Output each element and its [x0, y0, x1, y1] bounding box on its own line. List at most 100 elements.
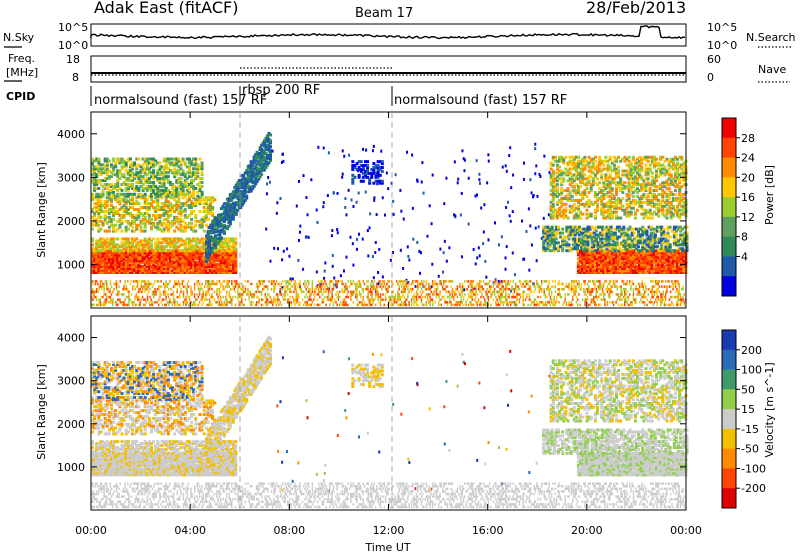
data-cell	[296, 204, 298, 207]
data-cell	[457, 181, 459, 184]
data-cell	[332, 265, 334, 268]
data-cell	[617, 166, 620, 169]
data-cell	[194, 158, 197, 161]
data-cell	[97, 158, 100, 161]
data-cell	[382, 196, 384, 199]
data-cell	[201, 171, 204, 174]
data-cell	[127, 228, 130, 231]
data-cell	[543, 217, 545, 220]
data-cell	[505, 206, 507, 209]
data-cell	[269, 139, 272, 142]
data-cell	[390, 259, 392, 262]
data-cell	[463, 288, 465, 291]
data-cell	[353, 176, 356, 179]
data-cell	[579, 185, 582, 188]
data-cell	[377, 282, 379, 285]
data-cell	[457, 178, 459, 181]
data-cell	[281, 258, 283, 261]
data-cell	[621, 197, 624, 200]
data-cell	[509, 214, 511, 217]
data-cell	[640, 175, 643, 178]
data-cell	[419, 272, 421, 275]
data-cell	[362, 238, 364, 241]
data-cell	[116, 237, 119, 240]
data-cell	[561, 247, 564, 250]
data-cell	[564, 207, 567, 210]
data-cell	[634, 217, 637, 220]
data-cell	[121, 189, 124, 192]
data-cell	[531, 191, 533, 194]
data-cell	[352, 264, 354, 267]
data-cell	[615, 211, 618, 214]
data-cell	[288, 255, 290, 258]
data-cell	[617, 156, 620, 159]
data-cell	[395, 173, 397, 176]
data-cell	[334, 283, 336, 286]
data-cell	[99, 228, 102, 231]
data-cell	[585, 195, 588, 198]
data-cell	[567, 187, 570, 190]
data-cell	[651, 171, 654, 174]
data-cell	[148, 214, 151, 217]
data-cell	[461, 192, 463, 195]
data-cell	[501, 235, 503, 238]
data-cell	[345, 213, 347, 216]
data-cell	[345, 256, 347, 259]
data-cell	[351, 198, 353, 201]
data-cell	[106, 204, 109, 207]
freq-right-tick-top: 60	[707, 53, 721, 66]
data-cell	[360, 160, 363, 163]
data-cell	[379, 174, 382, 177]
noise-right-tick-bottom: 10^0	[707, 39, 737, 52]
data-cell	[350, 236, 352, 239]
data-cell	[567, 243, 570, 246]
data-cell	[600, 173, 603, 176]
freq-left-label: Freq.	[8, 52, 35, 65]
data-cell	[529, 224, 531, 227]
data-cell	[337, 192, 339, 195]
data-cell	[260, 173, 263, 176]
data-cell	[454, 160, 456, 163]
data-cell	[367, 254, 369, 257]
data-cell	[365, 149, 367, 152]
data-cell	[265, 228, 267, 231]
data-cell	[510, 186, 512, 189]
data-cell	[340, 274, 342, 277]
data-cell	[344, 206, 346, 209]
data-cell	[619, 217, 622, 220]
data-cell	[316, 221, 318, 224]
data-cell	[551, 226, 554, 229]
data-cell	[478, 173, 480, 176]
data-cell	[211, 206, 214, 209]
data-cell	[585, 187, 588, 190]
noise-right-tick-top: 10^5	[707, 21, 737, 34]
data-cell	[621, 205, 624, 208]
data-cell	[468, 223, 470, 226]
cpid-segment-2: rbsp 200 RF	[242, 83, 320, 98]
data-cell	[358, 233, 360, 236]
data-cell	[442, 271, 444, 274]
data-cell	[577, 156, 580, 159]
data-cell	[661, 156, 664, 159]
cpid-segment-3: normalsound (fast) 157 RF	[394, 93, 567, 108]
data-cell	[421, 181, 423, 184]
data-cell	[201, 177, 204, 180]
station-title: Adak East (fitACF)	[94, 0, 238, 17]
data-cell	[556, 183, 559, 186]
data-cell	[538, 225, 540, 228]
data-cell	[536, 259, 538, 262]
data-cell	[362, 180, 365, 183]
data-cell	[247, 184, 250, 187]
data-cell	[561, 228, 564, 231]
data-cell	[198, 210, 201, 213]
data-cell	[196, 195, 199, 198]
data-cell	[348, 154, 350, 157]
data-cell	[609, 166, 612, 169]
data-cell	[614, 232, 617, 235]
data-cell	[133, 161, 136, 164]
data-cell	[182, 158, 185, 161]
data-cell	[131, 226, 134, 229]
data-cell	[556, 187, 559, 190]
